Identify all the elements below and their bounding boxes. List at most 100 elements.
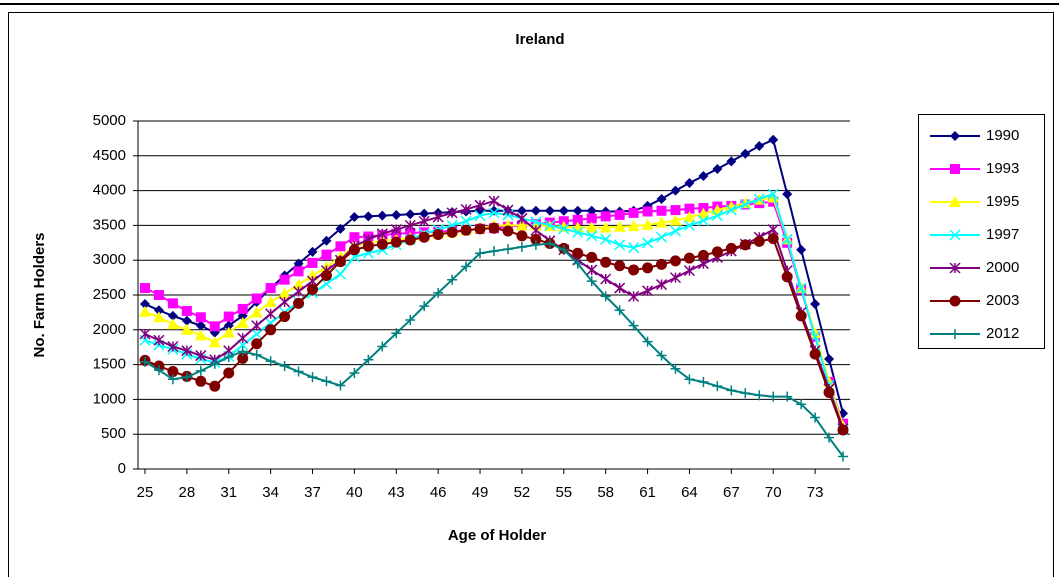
marker: [265, 308, 277, 320]
marker: [753, 193, 765, 205]
marker: [153, 305, 164, 316]
marker: [461, 261, 472, 272]
marker: [390, 236, 402, 248]
marker: [740, 388, 751, 399]
legend-label: 1997: [986, 226, 1019, 243]
marker: [376, 228, 388, 240]
marker: [530, 239, 541, 250]
marker: [138, 305, 151, 317]
marker: [334, 268, 346, 280]
legend-label: 1990: [986, 127, 1019, 144]
marker: [307, 372, 318, 383]
y-tick-label: 2500: [93, 286, 126, 303]
marker: [795, 282, 807, 294]
marker: [419, 208, 430, 219]
marker: [446, 226, 458, 238]
x-tick-label: 52: [514, 484, 531, 501]
marker: [516, 241, 527, 252]
marker: [181, 372, 192, 383]
marker: [768, 134, 779, 145]
marker: [684, 177, 695, 188]
marker: [530, 216, 542, 228]
marker: [292, 278, 305, 290]
marker: [781, 271, 793, 283]
marker: [167, 310, 178, 321]
marker: [516, 205, 527, 216]
marker: [279, 274, 290, 285]
marker: [321, 235, 332, 246]
marker: [251, 349, 262, 360]
marker: [195, 312, 206, 323]
marker: [418, 215, 430, 227]
marker: [419, 301, 430, 312]
marker: [726, 385, 737, 396]
marker: [655, 216, 668, 228]
marker: [824, 354, 835, 365]
marker: [600, 256, 612, 268]
marker: [321, 376, 332, 387]
marker: [586, 230, 598, 242]
marker: [181, 315, 192, 326]
y-tick-label: 1000: [93, 390, 126, 407]
marker: [335, 241, 346, 252]
marker: [810, 299, 821, 310]
x-tick-label: 37: [304, 484, 321, 501]
marker: [670, 205, 681, 216]
marker: [698, 377, 709, 387]
marker: [823, 386, 835, 398]
marker: [515, 219, 528, 231]
marker: [293, 258, 304, 269]
y-tick-label: 0: [118, 460, 126, 477]
legend-label: 2000: [986, 259, 1019, 276]
marker: [502, 204, 514, 216]
marker: [139, 356, 150, 367]
marker: [250, 306, 263, 318]
marker: [683, 265, 695, 277]
x-tick-label: 49: [472, 484, 489, 501]
marker: [614, 305, 625, 316]
x-tick-label: 25: [137, 484, 154, 501]
marker: [279, 311, 291, 323]
marker: [683, 252, 695, 264]
marker: [642, 237, 654, 249]
marker: [516, 230, 528, 242]
marker: [530, 233, 542, 245]
marker: [363, 354, 374, 365]
marker: [488, 207, 500, 219]
chart-title: Ireland: [515, 31, 564, 48]
marker: [475, 248, 486, 259]
marker: [278, 287, 291, 299]
marker: [349, 367, 360, 378]
marker: [502, 225, 514, 237]
marker: [809, 348, 821, 360]
marker: [656, 193, 667, 204]
x-tick-label: 64: [681, 484, 698, 501]
marker: [641, 218, 654, 230]
marker: [614, 239, 626, 251]
x-tick-label: 34: [262, 484, 279, 501]
marker: [739, 198, 751, 211]
marker: [586, 276, 597, 287]
marker: [390, 224, 402, 236]
marker: [265, 283, 276, 294]
marker: [180, 323, 193, 335]
marker: [139, 283, 150, 294]
y-tick-label: 3500: [93, 216, 126, 233]
marker: [838, 451, 849, 462]
x-tick-label: 46: [430, 484, 447, 501]
marker: [362, 240, 374, 252]
legend-box: [918, 114, 1045, 349]
marker: [599, 221, 612, 233]
marker: [335, 380, 346, 391]
marker: [223, 351, 234, 362]
marker: [446, 207, 458, 219]
marker: [544, 219, 556, 231]
marker: [697, 249, 709, 261]
marker: [222, 326, 235, 338]
marker: [754, 141, 765, 152]
marker: [433, 287, 444, 298]
marker: [949, 262, 961, 274]
marker: [432, 228, 444, 240]
marker: [279, 360, 290, 371]
marker: [669, 272, 682, 284]
